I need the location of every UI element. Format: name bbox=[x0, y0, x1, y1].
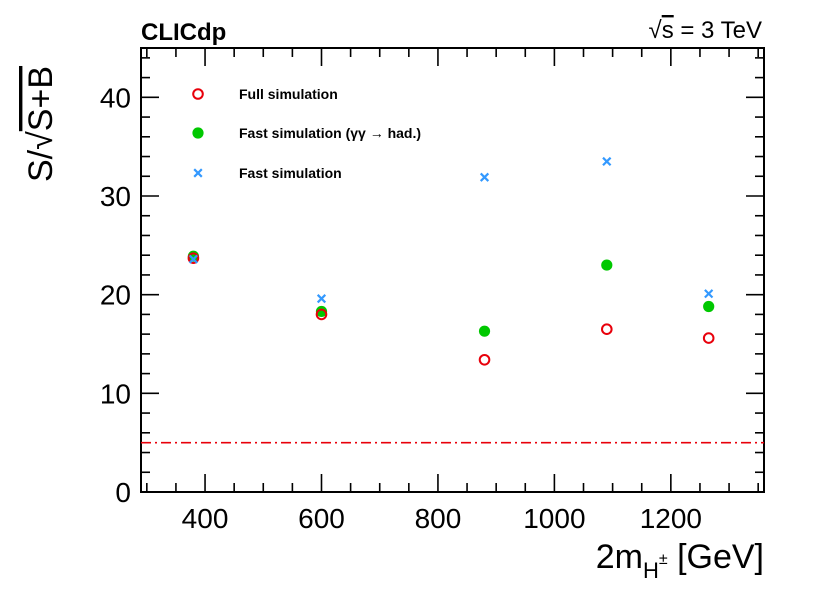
y-tick-label: 20 bbox=[100, 280, 131, 311]
y-axis-title: S/√S+B bbox=[22, 66, 60, 182]
data-point-cross bbox=[704, 289, 714, 299]
data-point-cross bbox=[479, 172, 490, 182]
experiment-label: CLICdp bbox=[141, 19, 226, 46]
data-point-cross bbox=[602, 156, 612, 167]
x-tick-label: 1000 bbox=[523, 503, 585, 534]
y-tick-label: 10 bbox=[100, 378, 131, 409]
x-tick-label: 1200 bbox=[640, 503, 702, 534]
legend-label: Fast simulation (γγ → had.) bbox=[239, 125, 421, 141]
legend-marker-filled-circle bbox=[192, 127, 204, 139]
tick-labels: 400 600 800 1000 1200 0 10 20 30 40 bbox=[100, 82, 702, 534]
x-tick-label: 400 bbox=[182, 503, 229, 534]
plot-frame bbox=[140, 47, 765, 493]
y-tick-label: 0 bbox=[115, 477, 131, 508]
y-axis-sqrt-symbol: √ bbox=[22, 131, 60, 150]
energy-label: √s = 3 TeV bbox=[649, 17, 762, 44]
data-point-open-circle bbox=[600, 323, 613, 336]
axis-ticks bbox=[141, 48, 764, 493]
data-point-cross bbox=[316, 294, 327, 304]
data-point-cross bbox=[188, 254, 198, 264]
legend-marker-open-circle bbox=[192, 88, 204, 100]
energy-symbol: s bbox=[662, 17, 674, 44]
y-axis-radicand: S+B bbox=[22, 66, 60, 131]
energy-value: = 3 TeV bbox=[674, 17, 762, 44]
y-tick-label: 40 bbox=[100, 82, 131, 113]
data-point-filled-circle bbox=[478, 325, 491, 337]
data-point-filled-circle bbox=[703, 300, 715, 313]
data-point-open-circle bbox=[315, 308, 328, 321]
data-point-open-circle bbox=[478, 353, 491, 366]
data-markers bbox=[187, 156, 715, 366]
legend: Full simulation Fast simulation (γγ → had… bbox=[192, 86, 421, 181]
x-axis-title: 2mH± [GeV] bbox=[596, 538, 764, 583]
data-point-filled-circle bbox=[601, 259, 613, 271]
legend-label: Fast simulation bbox=[239, 165, 342, 181]
energy-sqrt-symbol: √ bbox=[649, 17, 663, 44]
data-point-open-circle bbox=[187, 252, 200, 264]
x-axis-subscript: H bbox=[643, 558, 659, 583]
data-point-filled-circle bbox=[315, 305, 328, 318]
y-tick-label: 30 bbox=[100, 181, 131, 212]
legend-label: Full simulation bbox=[239, 86, 338, 102]
data-point-open-circle bbox=[702, 332, 715, 344]
x-tick-label: 600 bbox=[298, 503, 345, 534]
x-axis-superscript: ± bbox=[659, 551, 668, 568]
legend-marker-cross bbox=[193, 168, 203, 178]
x-tick-label: 800 bbox=[415, 503, 462, 534]
